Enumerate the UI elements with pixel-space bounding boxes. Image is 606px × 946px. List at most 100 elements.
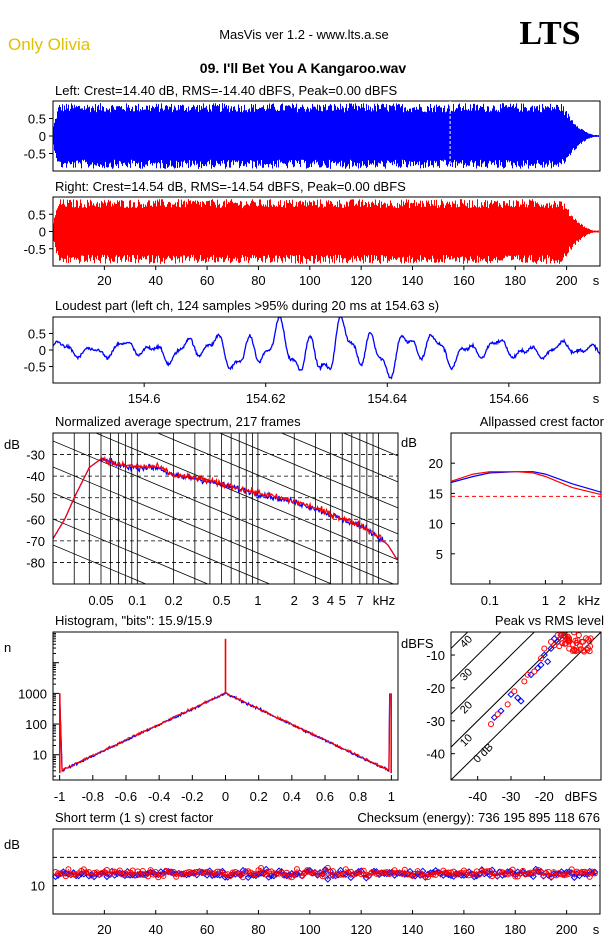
point-right (580, 647, 587, 654)
panel-title: Short term (1 s) crest factor (55, 810, 214, 825)
point-right (511, 688, 518, 695)
y-tick-label: -50 (26, 491, 45, 506)
panel-title: Loudest part (left ch, 124 samples >95% … (55, 298, 439, 313)
point-right (554, 632, 561, 639)
x-tick-label: 60 (200, 922, 214, 937)
y-tick-label: -70 (26, 534, 45, 549)
slope-grid-line (156, 433, 398, 535)
x-tick-label: 100 (299, 273, 321, 288)
crest-diagonal (451, 632, 536, 715)
point-right (558, 632, 565, 639)
x-unit-label: kHz (373, 593, 395, 608)
x-tick-label: -20 (535, 789, 554, 804)
crest-mark (293, 866, 300, 873)
x-tick-label: 7 (356, 593, 363, 608)
point-right (571, 646, 578, 653)
x-tick-label: 200 (556, 273, 578, 288)
x-tick-label: 3 (312, 593, 319, 608)
x-tick-label: 140 (402, 273, 424, 288)
y-tick-label: -30 (426, 714, 445, 729)
x-tick-label: 1 (542, 593, 549, 608)
right-waveform-panel: Right: Crest=14.54 dB, RMS=-14.54 dBFS, … (24, 179, 601, 288)
point-right (573, 647, 580, 654)
loudest-trace (53, 317, 600, 380)
crest-mark (62, 873, 69, 880)
crest-mark (519, 868, 527, 876)
x-tick-label: 5 (339, 593, 346, 608)
x-tick-label: 160 (453, 922, 475, 937)
point-right (494, 711, 501, 718)
x-tick-label: 154.66 (489, 391, 529, 406)
crest-mark (416, 871, 424, 879)
y-axis-label: dB (401, 435, 417, 450)
point-left (537, 661, 545, 669)
x-tick-label: 60 (200, 273, 214, 288)
y-tick-label: -0.5 (24, 360, 46, 375)
slope-grid-line (53, 518, 209, 584)
crest-mark (265, 873, 273, 881)
crest-mark (168, 868, 175, 875)
brand-left: Only Olivia (8, 35, 91, 54)
x-tick-label: 0.1 (481, 593, 499, 608)
crest-mark (98, 870, 105, 877)
y-axis-label: dB (4, 437, 20, 452)
x-tick-label: 154.62 (246, 391, 286, 406)
crest-mark (314, 870, 321, 877)
crest-mark (439, 871, 447, 879)
plot-frame (450, 432, 602, 585)
x-tick-label: 2 (291, 593, 298, 608)
y-tick-label: -30 (26, 448, 45, 463)
panel-title: Histogram, "bits": 15.9/15.9 (55, 613, 212, 628)
x-tick-label: 40 (148, 922, 162, 937)
x-tick-label: 0.2 (250, 789, 268, 804)
x-unit-label: s (593, 922, 600, 937)
point-right (521, 678, 528, 685)
crest-mark (468, 870, 475, 877)
crest-mark (329, 868, 336, 875)
x-unit-label: s (593, 391, 600, 406)
y-tick-label: 10 (31, 879, 45, 894)
point-right (584, 646, 591, 653)
point-right (531, 668, 538, 675)
y-tick-label: 0.5 (28, 112, 46, 127)
slope-grid-line (53, 492, 271, 584)
crest-mark (286, 873, 293, 880)
x-tick-label: -1 (54, 789, 66, 804)
y-tick-label: -80 (26, 555, 45, 570)
x-tick-label: -0.4 (148, 789, 170, 804)
crest-mark (186, 869, 193, 876)
crest-mark (386, 871, 393, 878)
x-tick-label: 160 (453, 273, 475, 288)
short-crest-panel: Short term (1 s) crest factor Checksum (e… (4, 810, 601, 937)
crest-mark (509, 866, 516, 873)
y-tick-label: 0 (39, 225, 46, 240)
x-tick-label: 4 (327, 593, 334, 608)
crest-mark (396, 870, 403, 877)
slope-grid-line (53, 466, 333, 584)
crest-mark (147, 867, 154, 874)
x-tick-label: 120 (350, 922, 372, 937)
slope-grid-line (218, 433, 398, 509)
x-tick-label: 1 (254, 593, 261, 608)
crest-mark (185, 870, 193, 878)
crest-mark (59, 868, 67, 876)
y-tick-label: -60 (26, 512, 45, 527)
crest-mark (565, 868, 573, 876)
point-right (559, 640, 566, 647)
x-tick-label: 40 (148, 273, 162, 288)
crest-mark (563, 871, 570, 878)
crest-marks-right (52, 864, 598, 881)
crest-right (450, 471, 602, 496)
y-axis-label: dB (4, 837, 20, 852)
y-tick-label: 0.5 (28, 327, 46, 342)
x-tick-label: -0.2 (181, 789, 203, 804)
y-tick-label: 100 (25, 717, 47, 732)
file-title: 09. I'll Bet You A Kangaroo.wav (200, 60, 407, 76)
y-tick-label: -40 (26, 469, 45, 484)
y-tick-label: 0 (39, 129, 46, 144)
point-left (514, 694, 522, 702)
x-tick-label: 1 (388, 789, 395, 804)
crest-mark (480, 870, 488, 878)
waveform-trace (53, 103, 599, 169)
